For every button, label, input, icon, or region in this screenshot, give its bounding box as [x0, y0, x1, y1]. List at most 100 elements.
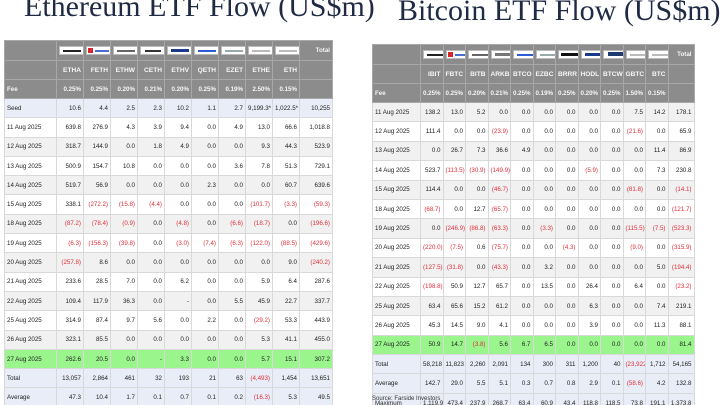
- row-total-cell: 132.8: [667, 373, 695, 394]
- flow-cell: 0.0: [600, 218, 624, 239]
- provider-logo-icon: [423, 50, 443, 59]
- flow-cell: 314.9: [56, 310, 84, 331]
- flow-cell: 0.6: [465, 237, 489, 259]
- fee-value: 0.20%: [164, 79, 192, 99]
- flow-cell: 87.4: [83, 310, 111, 331]
- daily-flow-row: 20 Aug 2025 (220.0) (7.5) 0.6 (75.7) 0.0 0.0 (4…: [372, 237, 695, 259]
- flow-cell: 0.0: [191, 290, 219, 312]
- row-label: 27 Aug 2025: [4, 348, 57, 370]
- row-label: 26 Aug 2025: [4, 329, 57, 350]
- flow-cell: 0.0: [577, 121, 601, 142]
- fee-value: 0.25%: [56, 79, 84, 99]
- row-total-cell: 307.2: [299, 348, 333, 370]
- flow-cell: 0.0: [532, 315, 556, 336]
- flow-cell: 0.0: [600, 334, 624, 356]
- flow-cell: 0.0: [510, 257, 534, 278]
- provider-logo-icon: [167, 46, 191, 55]
- flow-cell: 0.0: [191, 252, 219, 273]
- flow-cell: 13.0: [245, 117, 273, 138]
- flow-cell: 40: [600, 354, 624, 375]
- fee-value: 0.20%: [577, 83, 601, 103]
- flow-cell: 12.7: [465, 198, 489, 220]
- summary-row-total: Total 58,218 11,823 2,260 2,091 134 300 311 1,20…: [372, 354, 695, 375]
- fee-value: 0.21%: [487, 83, 511, 103]
- flow-cell: 0.0: [510, 315, 534, 336]
- flow-cell: (63.3): [487, 218, 511, 239]
- flow-cell: 154.7: [83, 155, 111, 177]
- provider-cell: [532, 44, 556, 65]
- row-total-cell: 337.7: [299, 290, 333, 312]
- flow-cell: 56.9: [83, 175, 111, 196]
- row-total-cell: 639.6: [299, 175, 333, 196]
- provider-cell: [442, 44, 466, 65]
- flow-cell: 2.3: [137, 97, 165, 119]
- fee-value: 0.15%: [645, 83, 669, 103]
- ticker-header: EZET: [218, 60, 246, 80]
- flow-cell: 45.9: [245, 290, 273, 312]
- flow-cell: 6.7: [510, 334, 534, 356]
- flow-cell: 0.0: [510, 295, 534, 317]
- flow-cell: 473.4: [442, 392, 466, 405]
- flow-cell: (7.5): [442, 237, 466, 259]
- row-label: Total: [4, 368, 57, 389]
- flow-cell: 0.0: [218, 348, 246, 370]
- flow-cell: 0.0: [532, 237, 556, 259]
- row-label: 25 Aug 2025: [372, 295, 421, 317]
- flow-cell: 0.0: [600, 121, 624, 142]
- flow-cell: (113.5): [442, 160, 466, 181]
- flow-cell: 0.0: [245, 252, 273, 273]
- flow-cell: 0.0: [110, 175, 138, 196]
- row-label: 15 Aug 2025: [4, 194, 57, 215]
- row-total-cell: 86.9: [667, 140, 695, 162]
- flow-cell: 6.2: [164, 271, 192, 292]
- flow-cell: 1,454: [272, 368, 300, 389]
- daily-flow-row: 14 Aug 2025 519.7 56.9 0.0 0.0 0.0 2.3 0.0 0.0 60…: [4, 175, 333, 196]
- flow-cell: (7.5): [645, 218, 669, 239]
- flow-cell: (88.5): [272, 233, 300, 254]
- flow-cell: 0.0: [555, 101, 579, 123]
- flow-cell: 0.0: [191, 155, 219, 177]
- flow-cell: 0.0: [600, 179, 624, 200]
- ticker-header: BTCW: [600, 64, 624, 84]
- flow-cell: 0.0: [510, 101, 534, 123]
- row-total-cell: (523.3): [667, 218, 695, 239]
- ticker-row: IBIT FBTC BITB ARKB BTCO EZBC BRRR HODL BTCW GBTC…: [372, 64, 695, 84]
- flow-cell: (6.3): [56, 233, 84, 254]
- flow-cell: 0.0: [137, 329, 165, 350]
- flow-cell: 60.9: [532, 392, 556, 405]
- flow-cell: 22.7: [272, 290, 300, 312]
- flow-cell: 0.0: [110, 136, 138, 157]
- flow-cell: 61.2: [487, 295, 511, 317]
- fee-value: 0.25%: [420, 83, 444, 103]
- flow-cell: 3.3: [164, 348, 192, 370]
- flow-cell: 0.0: [577, 198, 601, 220]
- flow-cell: 0.0: [600, 237, 624, 259]
- ethereum-etf-title: Ethereum ETF Flow (US$m): [24, 0, 375, 23]
- flow-cell: (246.9): [442, 218, 466, 239]
- flow-cell: 47.3: [56, 387, 84, 405]
- flow-cell: (18.7): [245, 213, 273, 235]
- flow-cell: 7.8: [245, 155, 273, 177]
- flow-cell: 3.9: [137, 117, 165, 138]
- flow-cell: (149.9): [487, 160, 511, 181]
- provider-cell: [645, 44, 669, 65]
- flow-cell: 11.3: [645, 315, 669, 336]
- flow-cell: (4.4): [137, 194, 165, 215]
- flow-cell: (4,493): [245, 368, 273, 389]
- flow-cell: (127.5): [420, 257, 444, 278]
- flow-cell: 0.0: [191, 136, 219, 157]
- flow-cell: (43.3): [487, 257, 511, 278]
- row-total-cell: 13,651: [299, 368, 333, 389]
- flow-cell: 2.2: [191, 310, 219, 331]
- flow-cell: 0.0: [600, 295, 624, 317]
- fee-value: 0.21%: [137, 79, 165, 99]
- daily-flow-row: 13 Aug 2025 500.9 154.7 10.8 0.0 0.0 0.0 3.6 7.8…: [4, 155, 333, 177]
- flow-cell: 0.0: [600, 315, 624, 336]
- row-label: 25 Aug 2025: [4, 310, 57, 331]
- row-label: Seed: [4, 97, 57, 119]
- row-total-cell: 729.1: [299, 155, 333, 177]
- row-total-cell: 287.6: [299, 271, 333, 292]
- flow-cell: 639.8: [56, 117, 84, 138]
- provider-logo-row: Total: [4, 40, 333, 61]
- row-total-cell: 178.1: [667, 101, 695, 123]
